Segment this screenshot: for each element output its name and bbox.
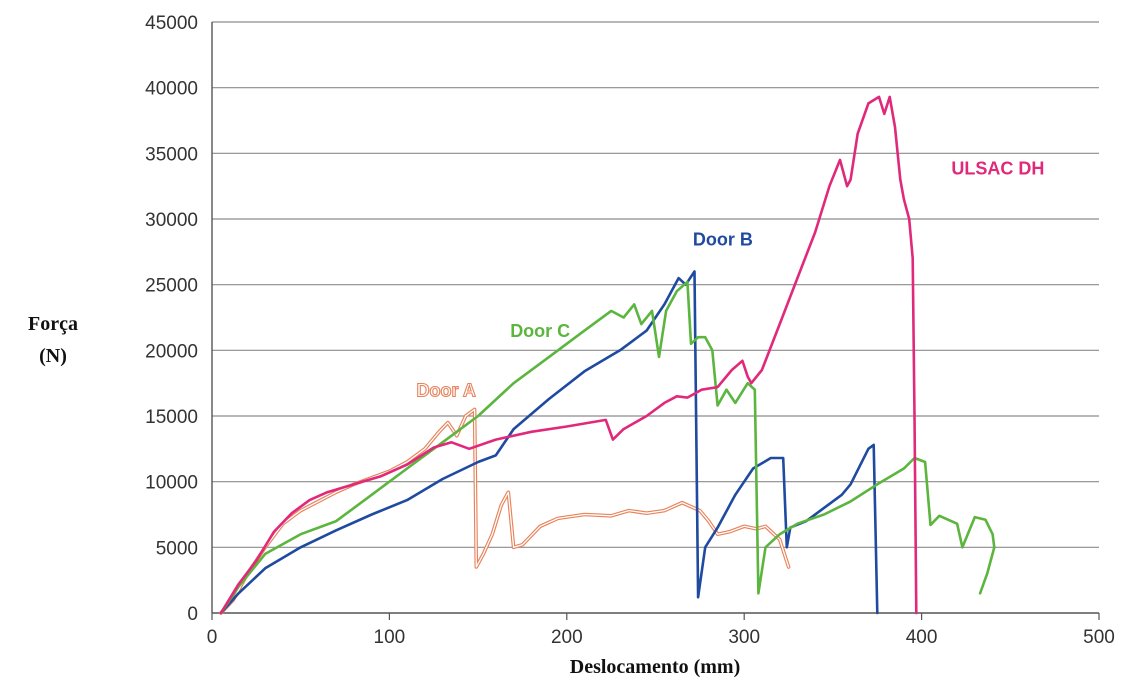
y-axis-title-line-1: Força xyxy=(28,313,78,335)
series-labels: Door A Door B Door C ULSAC DH xyxy=(416,158,1044,401)
axes: 0500010000150002000025000300003500040000… xyxy=(145,13,1115,648)
x-tick-label: 200 xyxy=(551,627,583,648)
series-lines xyxy=(219,95,996,615)
y-tick-label: 45000 xyxy=(145,13,198,34)
series-label-door-c: Door C xyxy=(510,321,570,341)
y-tick-label: 15000 xyxy=(145,407,198,428)
x-tick-label: 100 xyxy=(374,627,406,648)
y-tick-label: 5000 xyxy=(156,538,198,559)
x-tick-label: 300 xyxy=(728,627,760,648)
series-line-door-c xyxy=(219,280,996,615)
y-axis-title: Força (N) xyxy=(28,313,78,367)
x-tick-label: 400 xyxy=(906,627,938,648)
series-label-ulsac-dh: ULSAC DH xyxy=(951,158,1044,178)
series-label-door-a: Door A xyxy=(417,380,476,400)
series-line-ulsac-dh xyxy=(219,95,918,615)
series-label-door-b: Door B xyxy=(693,229,753,249)
y-tick-label: 25000 xyxy=(145,276,198,297)
y-tick-label: 0 xyxy=(187,604,198,625)
y-tick-label: 35000 xyxy=(145,144,198,165)
y-tick-label: 30000 xyxy=(145,210,198,231)
series-line-door-a-inner xyxy=(220,408,790,614)
y-tick-label: 10000 xyxy=(145,473,198,494)
gridlines xyxy=(212,21,1099,548)
x-tick-label: 500 xyxy=(1083,627,1115,648)
x-axis-title: Deslocamento (mm) xyxy=(570,656,741,678)
y-tick-label: 40000 xyxy=(145,79,198,100)
x-tick-label: 0 xyxy=(207,627,218,648)
y-axis-title-line-2: (N) xyxy=(39,345,67,367)
y-tick-label: 20000 xyxy=(145,341,198,362)
